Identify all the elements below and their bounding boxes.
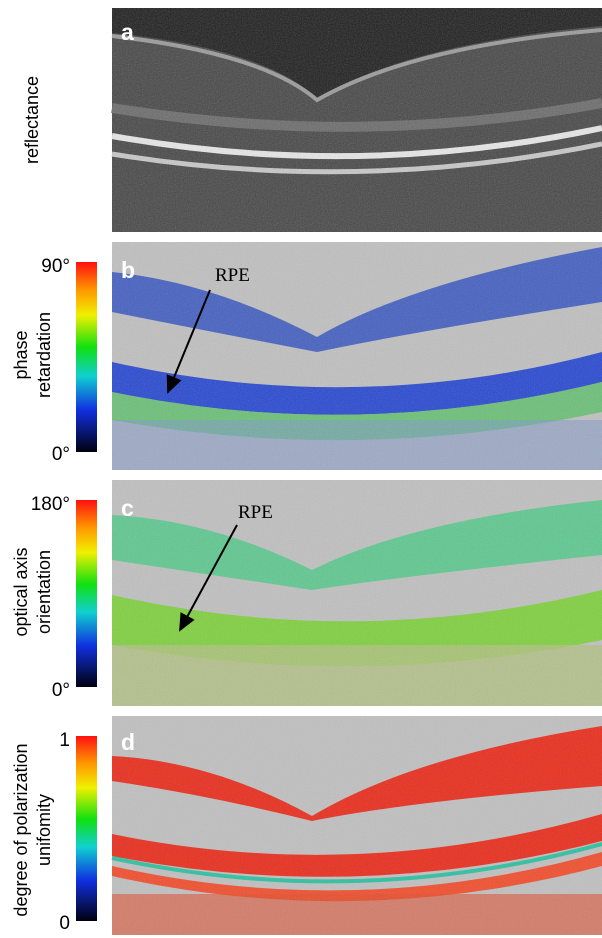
panel-c-image <box>112 480 602 706</box>
axis-title: reflectance <box>22 76 42 164</box>
arrow <box>166 289 211 394</box>
scale-label: 0° <box>52 680 70 701</box>
panel-label: a <box>121 19 134 45</box>
panel-label: c <box>121 495 134 521</box>
panel-d-image <box>111 716 602 935</box>
colorbar <box>76 500 97 687</box>
panel-a-image <box>111 8 602 232</box>
axis-title: degree of polarization <box>11 743 31 916</box>
panel-label: b <box>121 257 135 283</box>
axis-title: optical axis <box>11 547 31 636</box>
scale-label: 0° <box>52 444 70 465</box>
scale-label: 90° <box>41 256 70 277</box>
scale-label: 1 <box>59 730 70 751</box>
annotation: RPE <box>238 502 273 523</box>
panel-b-image <box>112 242 602 470</box>
panel-label: d <box>121 729 135 755</box>
scale-label: 0 <box>59 913 70 934</box>
axis-title: phase <box>11 330 31 379</box>
annotation: RPE <box>215 265 250 286</box>
colorbar <box>76 736 97 921</box>
colorbar <box>76 262 97 452</box>
arrow <box>179 524 238 632</box>
axis-title: unifomity <box>34 794 54 866</box>
axis-title: retardation <box>34 312 54 398</box>
scale-label: 180° <box>31 494 70 515</box>
axis-title: orientation <box>34 550 54 634</box>
